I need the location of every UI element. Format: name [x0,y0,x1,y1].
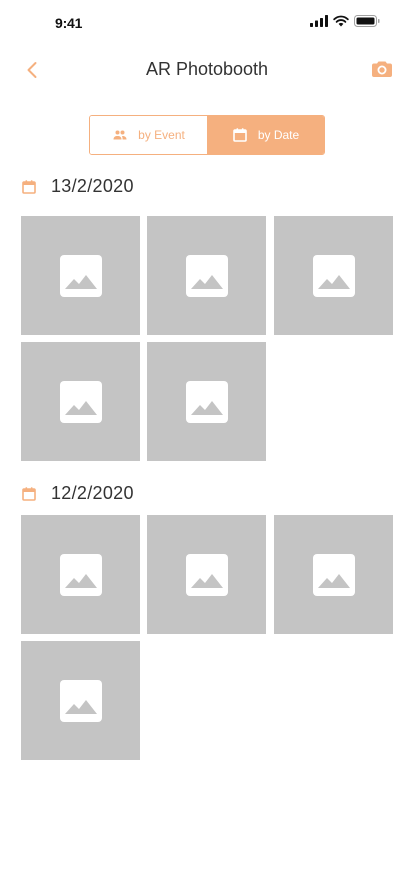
date-section-header: 13/2/2020 [21,176,134,197]
photo-thumbnail[interactable] [147,515,266,634]
people-icon [113,130,127,140]
image-placeholder-icon [185,380,228,423]
camera-button[interactable] [370,57,394,81]
image-placeholder-icon [59,380,102,423]
section-date: 12/2/2020 [51,483,134,503]
image-placeholder-icon [59,553,102,596]
image-placeholder-icon [312,553,355,596]
nav-bar: AR Photobooth [0,48,414,92]
by-event-tab[interactable]: by Event [90,116,207,154]
image-placeholder-icon [185,254,228,297]
camera-icon [372,61,392,77]
image-placeholder-icon [312,254,355,297]
photo-thumbnail[interactable] [147,342,266,461]
view-segmented-control: by Event by Date [89,115,325,155]
battery-icon [354,15,380,27]
photo-thumbnail[interactable] [21,216,140,335]
by-event-label: by Event [138,128,185,142]
photo-thumbnail[interactable] [274,515,393,634]
calendar-icon [22,486,36,501]
photo-thumbnail[interactable] [21,515,140,634]
by-date-label: by Date [257,128,300,142]
signal-icon [310,15,328,27]
date-section-header: 12/2/2020 [21,483,134,504]
image-placeholder-icon [185,553,228,596]
photo-thumbnail[interactable] [21,342,140,461]
calendar-icon [22,179,36,194]
image-placeholder-icon [59,254,102,297]
status-icons [310,15,380,27]
page-title: AR Photobooth [145,59,269,79]
photo-thumbnail[interactable] [147,216,266,335]
by-date-tab[interactable]: by Date [207,116,324,154]
image-placeholder-icon [59,679,102,722]
status-time: 9:41 [55,15,83,31]
status-bar: 9:41 [0,0,414,44]
back-button[interactable] [20,58,44,82]
chevron-left-icon [27,62,37,78]
photo-thumbnail[interactable] [274,216,393,335]
calendar-icon [233,128,247,142]
wifi-icon [333,15,349,27]
photo-thumbnail[interactable] [21,641,140,760]
section-date: 13/2/2020 [51,176,134,196]
